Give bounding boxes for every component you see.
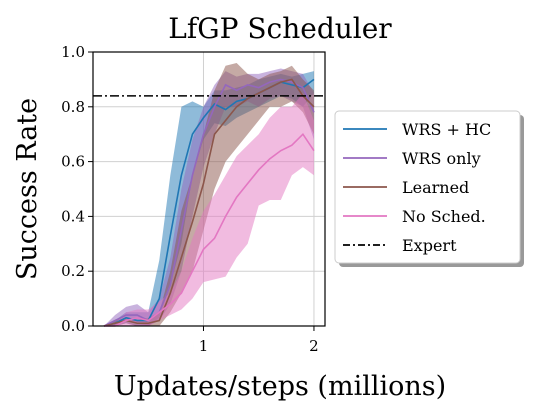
y-tick-label-5: 1.0	[61, 43, 85, 61]
line-learned	[103, 78, 315, 327]
x-tick-label-1: 2	[309, 337, 319, 355]
y-tick-label-3: 0.6	[61, 153, 85, 171]
band-no-sched	[104, 93, 314, 326]
band-learned	[104, 62, 314, 327]
series-lines	[103, 78, 315, 327]
x-axis-label: Updates/steps (millions)	[114, 371, 446, 402]
x-tick-label-0: 1	[199, 337, 209, 355]
plot-frame	[92, 51, 326, 327]
y-axis-ticks: 0.0 0.2 0.4 0.6 0.8 1.0	[61, 43, 93, 335]
legend-items: WRS + HC WRS only Learned No Sched. Expert	[343, 120, 491, 255]
y-tick-label-4: 0.8	[61, 98, 85, 116]
y-tick-label-2: 0.4	[61, 207, 85, 225]
line-no-sched	[104, 132, 315, 327]
line-wrs-only	[103, 78, 315, 327]
legend: WRS + HC WRS only Learned No Sched. Expert	[334, 110, 524, 267]
legend-label-wrs-hc: WRS + HC	[402, 120, 491, 139]
y-tick-label-1: 0.2	[61, 262, 85, 280]
y-axis-label: Success Rate	[12, 98, 43, 280]
confidence-bands	[104, 62, 314, 327]
legend-label-no-sched: No Sched.	[402, 207, 486, 226]
legend-label-expert: Expert	[402, 236, 457, 255]
chart-title: LfGP Scheduler	[168, 12, 392, 45]
legend-label-wrs-only: WRS only	[402, 149, 481, 168]
legend-label-learned: Learned	[402, 178, 469, 197]
legend-box	[334, 110, 521, 264]
y-tick-label-0: 0.0	[61, 317, 85, 335]
